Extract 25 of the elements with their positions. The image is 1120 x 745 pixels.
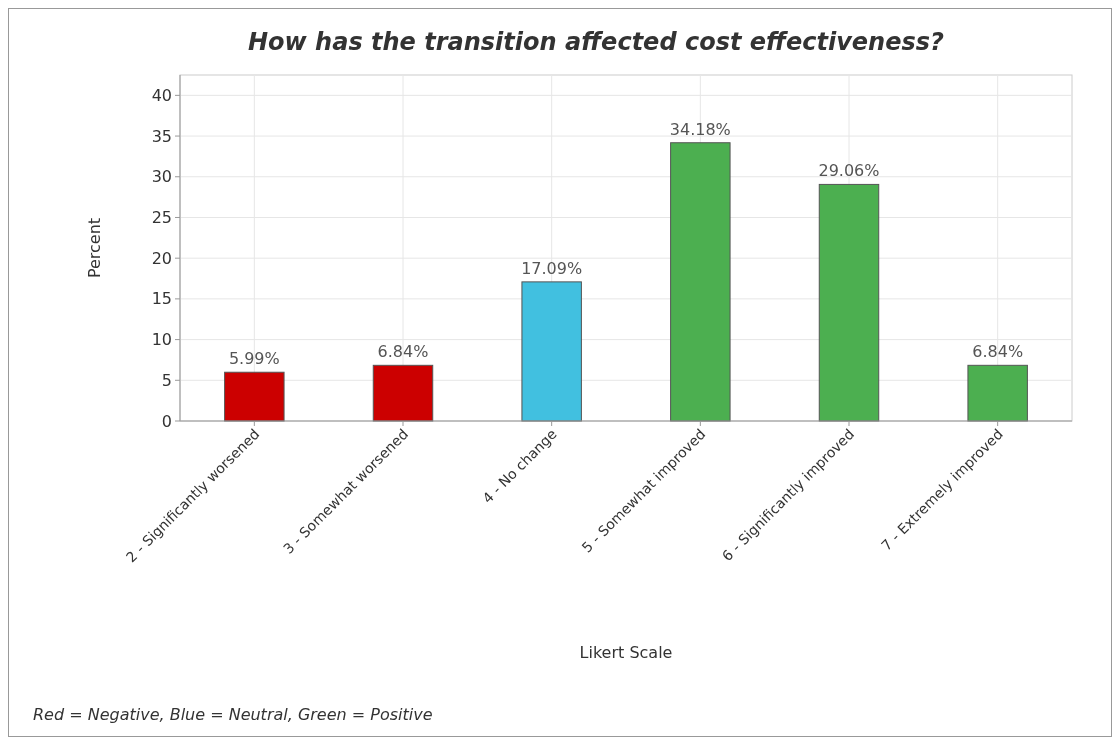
bar xyxy=(967,364,1028,422)
y-tick-label: 20 xyxy=(151,248,172,268)
text: Red = Negative, Blue = Neutral, Green = Positive xyxy=(33,705,433,724)
y-tick-label: 0 xyxy=(161,411,172,431)
data-label: 6.84% xyxy=(972,342,1024,362)
bar xyxy=(521,281,582,422)
x-axis-title: Likert Scale xyxy=(579,643,673,662)
bar xyxy=(818,183,880,422)
data-label: 6.84% xyxy=(377,342,429,362)
y-tick-label: 10 xyxy=(151,330,172,350)
bar xyxy=(670,142,731,422)
y-axis-title: Percent xyxy=(85,217,104,279)
y-tick-label: 40 xyxy=(151,85,172,105)
bar xyxy=(224,371,285,422)
data-label: 29.06% xyxy=(818,161,880,181)
data-label: 5.99% xyxy=(228,349,280,369)
y-tick-label: 5 xyxy=(161,370,172,390)
y-tick-label: 15 xyxy=(151,289,172,309)
chart-title: How has the transition affected cost effectiveness? xyxy=(248,28,945,56)
y-tick-label: 25 xyxy=(151,208,172,228)
data-label: 34.18% xyxy=(669,119,731,139)
data-label: 17.09% xyxy=(521,258,583,278)
y-tick-label: 35 xyxy=(151,126,172,146)
bar xyxy=(372,364,434,422)
y-tick-label: 30 xyxy=(151,167,172,187)
